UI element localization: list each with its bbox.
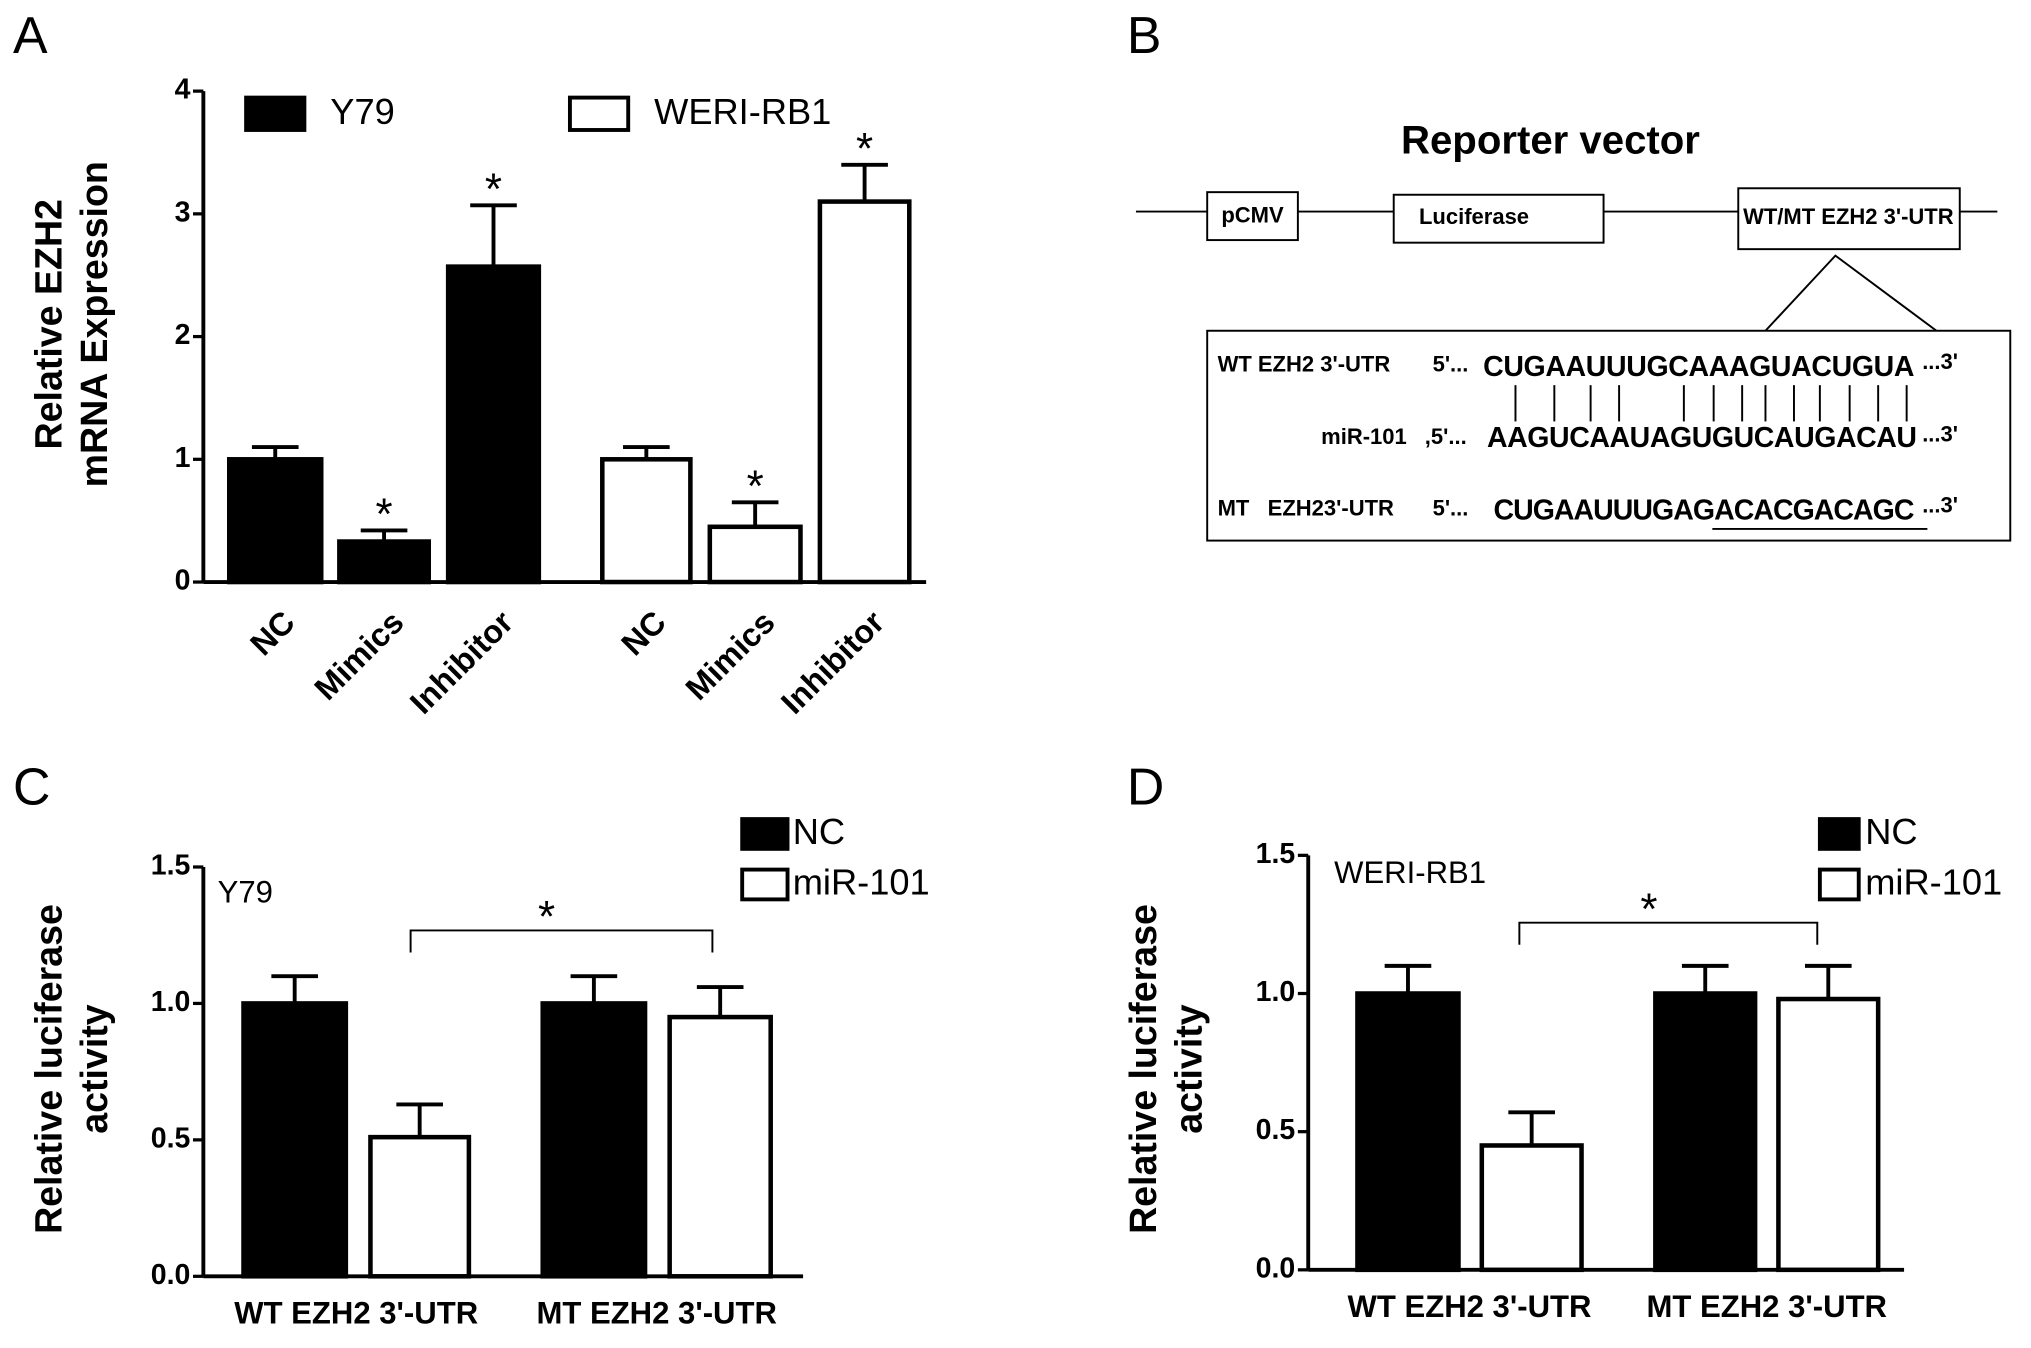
bar: [445, 264, 542, 585]
bar: [226, 457, 324, 585]
bar: [600, 457, 693, 585]
legend-swatch: [740, 867, 790, 902]
bar: [1653, 991, 1758, 1273]
prime3: ...3': [1922, 349, 1958, 374]
bar: [707, 524, 803, 585]
prime5: 5'...: [1433, 495, 1469, 520]
y-tick-label: 0: [175, 565, 191, 597]
legend-label: NC: [793, 811, 845, 852]
significance-bracket: [409, 929, 714, 953]
diagram: B Reporter vector pCMV Luciferase WT/MT …: [1127, 6, 2012, 542]
bar: [1776, 996, 1881, 1273]
panel-label: B: [1127, 6, 1162, 64]
legend-label: Y79: [330, 91, 395, 132]
y-tick-label: 1.5: [1256, 838, 1296, 870]
legend-label: NC: [1865, 811, 1917, 852]
y-axis-title: activity: [1168, 1004, 1210, 1134]
x-tick-label: MT EZH2 3'-UTR: [1647, 1289, 1887, 1324]
significance-marker: *: [538, 893, 555, 942]
bar: [1479, 1143, 1584, 1273]
y-tick-label: 1.5: [151, 850, 191, 882]
legend-label: miR-101: [793, 862, 930, 903]
legend-label: miR-101: [1865, 862, 2002, 903]
y-tick-label: 3: [175, 196, 191, 228]
row-label: WT EZH2 3'-UTR: [1218, 352, 1391, 377]
sequence: CUGAAUUUGCAAAGUACUGUA: [1483, 351, 1914, 383]
significance-marker: *: [485, 165, 502, 214]
prime3: ...3': [1922, 493, 1958, 518]
x-tick-label: WT EZH2 3'-UTR: [234, 1295, 478, 1330]
element-label: pCMV: [1221, 203, 1284, 228]
bar: [540, 1001, 648, 1279]
pairing-lines: [1514, 385, 1908, 422]
subtitle: WERI-RB1: [1334, 855, 1486, 890]
element-box: [1392, 193, 1605, 244]
prime5: ,5'...: [1425, 424, 1467, 449]
diagram-title: Reporter vector: [1401, 118, 1700, 163]
y-tick-label: 1.0: [151, 986, 191, 1018]
bar: [241, 1001, 349, 1279]
prime3: ...3': [1922, 421, 1958, 446]
legend-swatch: [244, 95, 307, 132]
y-axis-title: mRNA Expression: [73, 161, 115, 487]
subtitle: Y79: [218, 874, 273, 909]
legend-swatch: [1817, 817, 1861, 851]
bar: [817, 199, 912, 585]
y-tick-label: 0.0: [151, 1259, 191, 1291]
significance-marker: *: [856, 124, 873, 173]
y-tick-label: 1.0: [1256, 976, 1296, 1008]
sequence-box: [1206, 329, 2012, 542]
sequence: CUGAAUUUGAGACACGACAGC: [1493, 495, 1914, 527]
panel-label: A: [13, 6, 48, 64]
legend-swatch: [1817, 867, 1861, 902]
element-label: WT/MT EZH2 3'-UTR: [1743, 204, 1954, 229]
x-tick-label: MT EZH2 3'-UTR: [536, 1295, 776, 1330]
sequence: AAGUCAAUAGUGUCAUGACAU: [1487, 422, 1917, 454]
bar: [1355, 991, 1461, 1273]
y-axis-title: Relative EZH2: [28, 199, 70, 449]
bar: [337, 539, 432, 585]
y-tick-label: 1: [175, 442, 191, 474]
y-tick-label: 0.5: [1256, 1114, 1296, 1146]
panel-label: D: [1127, 757, 1164, 815]
row-label: miR-101: [1321, 424, 1407, 449]
panel-label: C: [13, 757, 50, 815]
row-label: MT EZH23'-UTR: [1218, 495, 1394, 520]
bar: [667, 1014, 773, 1279]
prime5: 5'...: [1433, 352, 1469, 377]
significance-marker: *: [1640, 885, 1657, 934]
element-box: [1737, 187, 1961, 251]
significance-marker: *: [375, 490, 392, 539]
significance-bracket: [1518, 921, 1819, 945]
legend-label: WERI-RB1: [654, 91, 831, 132]
y-axis-title: Relative luciferase: [1122, 904, 1164, 1234]
legend-swatch: [740, 817, 790, 851]
y-axis-title: activity: [73, 1004, 115, 1134]
bar: [368, 1134, 472, 1279]
element-label: Luciferase: [1419, 204, 1529, 229]
significance-marker: *: [747, 462, 764, 511]
y-tick-label: 4: [175, 74, 191, 106]
y-axis-title: Relative luciferase: [28, 904, 70, 1234]
legend-swatch: [567, 95, 631, 132]
y-tick-label: 0.0: [1256, 1252, 1296, 1284]
zoom-lines: [1764, 254, 1938, 332]
y-tick-label: 2: [175, 319, 191, 351]
element-box: [1206, 191, 1299, 242]
y-tick-label: 0.5: [151, 1122, 191, 1154]
x-tick-label: WT EZH2 3'-UTR: [1348, 1289, 1592, 1324]
